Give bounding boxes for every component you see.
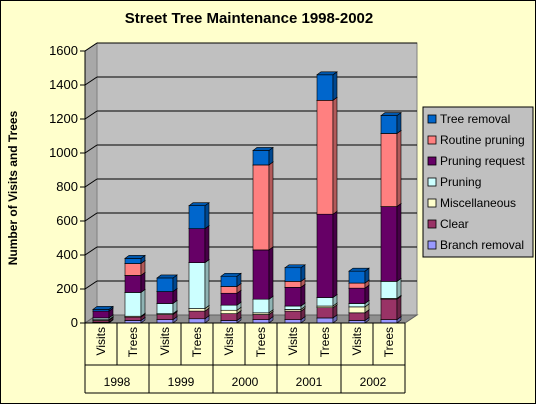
bar-segment — [156, 274, 178, 293]
year-group-label: 2002 — [360, 375, 387, 389]
category-label: Trees — [254, 327, 268, 357]
y-tick-label: 0 — [71, 315, 78, 330]
bar-segment — [380, 295, 402, 321]
category-label: Trees — [318, 327, 332, 357]
bar-segment — [188, 225, 210, 264]
bar-segment — [348, 267, 370, 284]
y-tick-label: 1000 — [49, 145, 78, 160]
legend-swatch — [427, 114, 437, 124]
y-axis-title: Number of Visits and Trees — [6, 110, 20, 265]
bar-segment — [252, 146, 274, 166]
gridline — [84, 246, 98, 256]
bar-segment — [124, 288, 146, 317]
x-axis: Visits Trees Visits Trees Visits Trees Visits T… — [84, 322, 406, 394]
legend-swatch — [427, 198, 437, 208]
y-tick-label: 400 — [56, 247, 78, 262]
year-group-label: 1998 — [104, 375, 131, 389]
bar-segment — [92, 305, 114, 312]
gridline — [84, 42, 98, 52]
gridline — [84, 178, 98, 188]
category-label: Visits — [350, 327, 364, 355]
year-group-label: 2001 — [296, 375, 323, 389]
y-tick-label: 600 — [56, 213, 78, 228]
legend-box — [422, 106, 534, 258]
category-label: Trees — [382, 327, 396, 357]
category-label: Visits — [286, 327, 300, 355]
bar-segment — [252, 161, 274, 251]
legend-swatch — [427, 156, 437, 166]
legend-item: Tree removal — [427, 112, 510, 126]
bar-segment — [380, 111, 402, 135]
legend-item: Clear — [427, 217, 469, 231]
bar-segment — [380, 129, 402, 208]
gridline — [84, 110, 98, 120]
gridline — [84, 76, 98, 86]
y-tick-label: 1600 — [49, 43, 78, 58]
gridline — [84, 280, 98, 290]
bar-segment — [252, 246, 274, 300]
year-group-label: 2000 — [232, 375, 259, 389]
legend-swatch — [427, 219, 437, 229]
legend-label: Pruning — [440, 175, 481, 189]
y-tick-label: 800 — [56, 179, 78, 194]
legend-label: Tree removal — [440, 112, 510, 126]
legend-swatch — [427, 240, 437, 250]
year-group-label: 1999 — [168, 375, 195, 389]
bar-segment — [316, 210, 338, 299]
y-axis-ticks: 0 200 400 600 800 1000 1200 1400 1600 — [49, 43, 86, 330]
gridline — [84, 144, 98, 154]
legend-label: Miscellaneous — [440, 196, 516, 210]
category-label: Trees — [190, 327, 204, 357]
legend-label: Routine pruning — [440, 133, 525, 147]
category-label: Trees — [126, 327, 140, 357]
category-label: Visits — [94, 327, 108, 355]
bar-segment — [284, 264, 306, 282]
legend-item: Branch removal — [427, 238, 524, 252]
bar-segment — [188, 259, 210, 310]
bar-segment — [380, 202, 402, 282]
y-tick-label: 1200 — [49, 111, 78, 126]
legend-item: Routine pruning — [427, 133, 525, 147]
legend-swatch — [427, 177, 437, 187]
legend-label: Pruning request — [440, 154, 525, 168]
legend-item: Pruning — [427, 175, 481, 189]
gridline — [84, 212, 98, 222]
bar-segment — [316, 96, 338, 215]
bar-segment — [220, 272, 242, 288]
y-tick-label: 1400 — [49, 77, 78, 92]
chart-title: Street Tree Maintenance 1998-2002 — [125, 10, 373, 27]
category-label: Visits — [158, 327, 172, 355]
bar-segment — [124, 254, 146, 265]
category-label: Visits — [222, 327, 236, 355]
legend-item: Pruning request — [427, 154, 525, 168]
legend-swatch — [427, 135, 437, 145]
legend: Tree removal Routine pruning Pruning reque… — [422, 106, 534, 258]
legend-item: Miscellaneous — [427, 196, 516, 210]
legend-label: Branch removal — [440, 238, 524, 252]
bar-segment — [188, 202, 210, 230]
bar-stacks — [92, 71, 402, 324]
y-tick-label: 200 — [56, 281, 78, 296]
legend-label: Clear — [440, 217, 469, 231]
bar-segment — [316, 71, 338, 101]
